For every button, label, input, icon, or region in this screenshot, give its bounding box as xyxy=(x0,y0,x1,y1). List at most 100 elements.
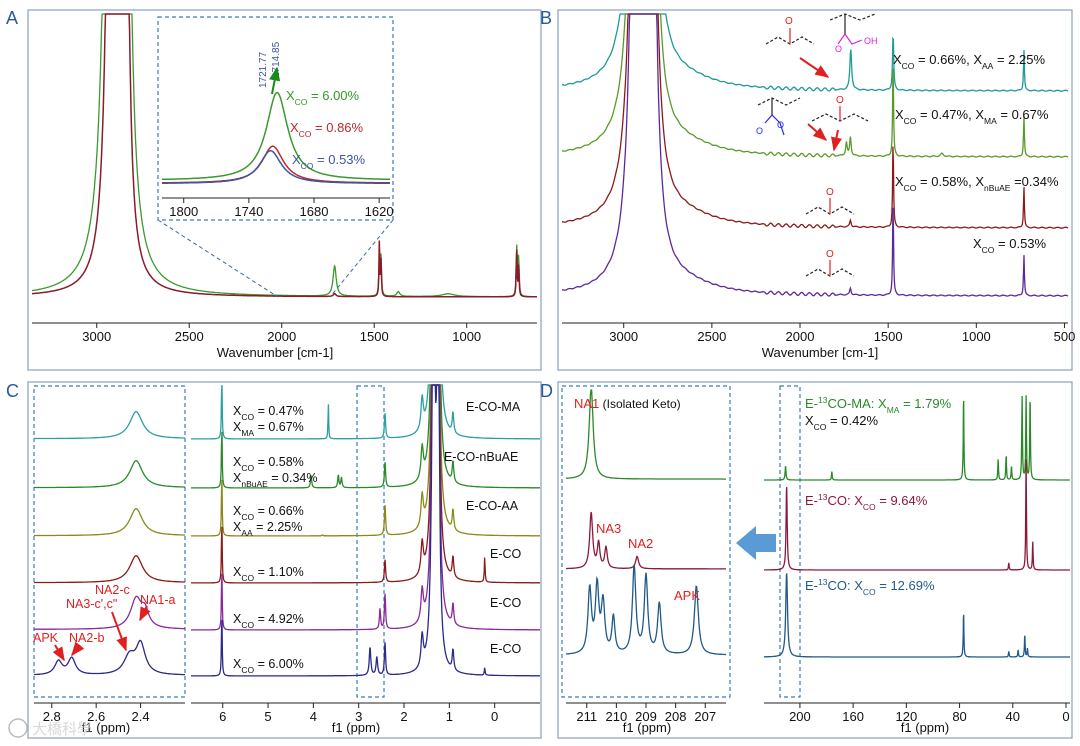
inset-spectrum-c-2 xyxy=(34,508,185,537)
panel-a-frame xyxy=(27,9,542,371)
tick-label: 2500 xyxy=(175,329,204,344)
tick-label: 200 xyxy=(789,709,811,724)
panel-a-xlabel: Wavenumber [cm-1] xyxy=(217,345,334,360)
panel-a-inset-axis: 1800 1740 1680 1620 xyxy=(162,197,394,219)
inset-spectrum-c-4 xyxy=(34,595,186,630)
tick-label: 0 xyxy=(491,709,498,724)
panel-a-inset-frame xyxy=(157,16,394,221)
spectrum-d-2 xyxy=(764,573,1070,658)
panel-d-frame xyxy=(557,381,1073,739)
panel-a-zoom-line-right xyxy=(329,219,394,298)
panel-a-series-0.86 xyxy=(32,13,537,298)
panel-b-series-aa xyxy=(562,13,1069,92)
spectrum-c-0 xyxy=(191,384,540,440)
panel-a-x-axis: 3000 2500 2000 1500 1000 xyxy=(32,322,537,344)
panel-a-zoom-line-left xyxy=(157,219,279,298)
panel-c-xlabel: f1 (ppm) xyxy=(332,720,380,735)
annotation: E-13CO: XCO = 9.64% xyxy=(805,492,928,512)
panel-c-x-axis: 6 5 4 3 2 1 0 xyxy=(191,702,540,724)
spectrum-d-0 xyxy=(764,395,1070,481)
panel-d-label: D xyxy=(540,381,553,401)
panel-d-zoom-arrow xyxy=(736,526,776,560)
structure-label: O xyxy=(777,120,784,130)
tick-label: 0 xyxy=(1062,709,1069,724)
tick-label: 3000 xyxy=(82,329,111,344)
arrow-na1 xyxy=(139,605,151,622)
panel-d-spectra xyxy=(764,395,1070,658)
tick-label: 80 xyxy=(952,709,966,724)
peak-label-na2c: NA2-c xyxy=(95,583,130,597)
panel-c-inset-axis: 2.8 2.6 2.4 xyxy=(34,702,185,724)
inset-spectrum-c-0 xyxy=(34,411,185,440)
panel-b-annotations: XCO = 0.66%, XAA = 2.25% XCO = 0.47%, XMA… xyxy=(893,52,1059,255)
annotation: XAA = 2.25% xyxy=(233,520,302,538)
annotation: E-13CO-MA: XMA = 1.79% xyxy=(805,395,952,415)
panel-c-annotations: XCO = 0.47%XMA = 0.67% XCO = 0.58%XnBuAE … xyxy=(233,404,318,675)
spectrum-c-3 xyxy=(191,384,540,584)
series-name: E-CO xyxy=(490,596,522,610)
watermark-icon xyxy=(8,718,28,738)
tick-label: 1 xyxy=(446,709,453,724)
annotation: XCO = 0.42% xyxy=(805,413,879,432)
spectrum-c-5 xyxy=(191,384,540,677)
tick-label: 2 xyxy=(400,709,407,724)
panel-d-inset-spectra xyxy=(565,389,726,656)
series-name: E-CO-MA xyxy=(466,400,521,414)
tick-label: 6 xyxy=(219,709,226,724)
tick-label: 211 xyxy=(576,709,597,724)
peak-label-na3: NA3-c',c" xyxy=(66,597,117,611)
spectrum-d-1 xyxy=(764,459,1070,571)
annotation: XCO = 1.10% xyxy=(233,565,304,583)
panel-c-inset-frame xyxy=(33,385,186,698)
annotation: XnBuAE = 0.34% xyxy=(233,471,318,489)
spectrum-c-2 xyxy=(191,384,540,537)
panel-b-series-neat xyxy=(562,13,1069,297)
tick-label: 209 xyxy=(635,709,657,724)
annotation: XCO = 0.53% xyxy=(292,152,366,171)
tick-label: 2.4 xyxy=(132,709,150,724)
annotation: XCO = 6.00% xyxy=(286,88,360,107)
panel-b-xlabel: Wavenumber [cm-1] xyxy=(762,345,879,360)
inset-peak-label-1721: 1721.77 xyxy=(258,51,269,88)
panel-d-annotations: E-13CO-MA: XMA = 1.79%XCO = 0.42% E-13CO:… xyxy=(805,395,952,597)
tick-label: 2.6 xyxy=(87,709,105,724)
annotation: XCO = 4.92% xyxy=(233,612,304,630)
peak-label-na1: NA1 (Isolated Keto) xyxy=(574,396,681,411)
panel-c-series-names: E-CO-MA E-CO-nBuAE E-CO-AA E-CO E-CO E-CO xyxy=(444,400,522,656)
structure-label: O xyxy=(826,187,834,198)
panel-b-frame xyxy=(557,9,1073,371)
structure-ketone-4 xyxy=(805,260,855,277)
annotation: XCO = 0.66% xyxy=(233,504,304,522)
panel-b-label: B xyxy=(540,8,552,28)
tick-label: 1680 xyxy=(300,204,329,219)
annotation: XCO = 0.47%, XMA = 0.67% xyxy=(895,107,1049,126)
arrow-na3 xyxy=(111,611,127,652)
panel-a-inset-legend: XCO = 6.00% XCO = 0.86% XCO = 0.53% xyxy=(286,88,366,171)
annotation: XCO = 0.66%, XAA = 2.25% xyxy=(893,52,1045,71)
tick-label: 210 xyxy=(606,709,628,724)
structure-ester xyxy=(757,97,801,136)
series-name: E-CO xyxy=(490,642,522,656)
panel-d-inset-frame xyxy=(561,385,731,698)
series-name: E-CO-nBuAE xyxy=(444,450,518,464)
annotation: XCO = 0.53% xyxy=(973,236,1047,255)
annotation: XMA = 0.67% xyxy=(233,420,304,438)
structure-label: O xyxy=(836,95,844,106)
tick-label: 1620 xyxy=(365,204,394,219)
tick-label: 2000 xyxy=(786,329,815,344)
structure-ketone-2 xyxy=(811,106,869,122)
tick-label: 160 xyxy=(842,709,864,724)
spectrum-c-1 xyxy=(191,384,540,489)
tick-label: 2.8 xyxy=(43,709,61,724)
inset-spectrum-d-0 xyxy=(565,389,726,480)
annotation: XCO = 0.86% xyxy=(290,120,364,139)
tick-label: 1000 xyxy=(962,329,991,344)
panel-c-label: C xyxy=(6,381,19,401)
peak-label-apk: APK xyxy=(674,588,700,603)
panel-c-zoom-box xyxy=(356,385,385,698)
peak-label-na2: NA2 xyxy=(628,536,653,551)
arrow-na2b xyxy=(71,641,85,657)
inset-spectrum-c-5 xyxy=(33,639,185,676)
series-name: E-CO-AA xyxy=(466,499,519,513)
